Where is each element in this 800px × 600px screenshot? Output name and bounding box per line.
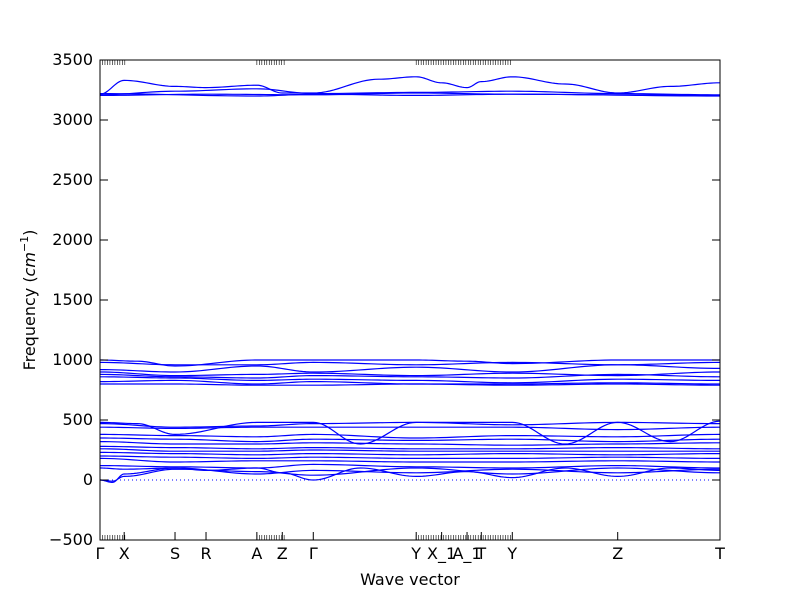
band-line bbox=[99, 376, 721, 384]
x-tick-label: Z bbox=[612, 544, 623, 563]
y-axis-title: Frequency (cm−1) bbox=[18, 230, 39, 371]
band-line bbox=[99, 361, 721, 366]
band-line bbox=[99, 455, 721, 460]
plot-background bbox=[100, 60, 720, 540]
band-lines bbox=[99, 76, 721, 484]
x-tick-label: A_1 bbox=[452, 544, 481, 564]
x-tick-label: T bbox=[475, 544, 486, 563]
x-tick-label: X bbox=[119, 544, 130, 563]
band-line bbox=[99, 364, 721, 373]
band-line bbox=[99, 359, 720, 367]
y-tick-label: −500 bbox=[49, 530, 93, 549]
band-line bbox=[99, 421, 721, 428]
x-tick-label: A bbox=[251, 544, 262, 563]
band-line bbox=[99, 88, 721, 96]
x-tick-label: Γ bbox=[96, 544, 105, 563]
y-tick-label: 2500 bbox=[52, 170, 93, 189]
y-axis-title-unit: cm bbox=[20, 252, 39, 276]
x-tick-label: S bbox=[170, 544, 180, 563]
band-line bbox=[99, 457, 721, 463]
y-tick-marks: −500 0 500 1000 1500 2000 2500 3000 3500 bbox=[49, 50, 720, 549]
band-line bbox=[99, 445, 721, 450]
minor-tick-marks bbox=[99, 60, 511, 540]
y-tick-label: 3000 bbox=[52, 110, 93, 129]
band-line bbox=[99, 463, 721, 469]
x-tick-label: Z bbox=[277, 544, 288, 563]
band-line bbox=[99, 451, 721, 456]
y-tick-label: 500 bbox=[62, 410, 93, 429]
y-axis-title-suffix: ) bbox=[20, 230, 39, 236]
band-line bbox=[99, 448, 720, 452]
y-tick-label: 1000 bbox=[52, 350, 93, 369]
y-axis-title-exp: −1 bbox=[18, 236, 31, 252]
band-line bbox=[99, 76, 721, 95]
band-line bbox=[99, 373, 721, 379]
x-tick-label: T bbox=[714, 544, 725, 563]
y-tick-label: 0 bbox=[83, 470, 93, 489]
y-tick-label: 2000 bbox=[52, 230, 93, 249]
band-line bbox=[100, 383, 721, 386]
band-line bbox=[99, 379, 721, 385]
x-tick-label: Y bbox=[506, 544, 517, 563]
plot-frame bbox=[99, 59, 721, 541]
x-axis-title: Wave vector bbox=[360, 570, 460, 589]
band-line bbox=[99, 371, 721, 377]
band-line bbox=[99, 433, 721, 439]
x-tick-label: Γ bbox=[309, 544, 318, 563]
band-line bbox=[99, 420, 721, 445]
x-tick-marks: Γ X S R A Z Γ Y X_1A_1T Y Z T bbox=[96, 532, 725, 564]
x-tick-label: Y bbox=[410, 544, 421, 563]
y-axis-title-prefix: Frequency ( bbox=[20, 276, 39, 370]
band-line bbox=[99, 93, 721, 97]
y-tick-label: 1500 bbox=[52, 290, 93, 309]
x-tick-label: X_1 bbox=[427, 544, 456, 564]
y-tick-label: 3500 bbox=[52, 50, 93, 69]
band-line bbox=[99, 426, 721, 431]
band-line bbox=[99, 441, 721, 446]
band-line bbox=[99, 467, 721, 482]
band-line bbox=[99, 437, 721, 443]
x-tick-label: R bbox=[200, 544, 211, 563]
